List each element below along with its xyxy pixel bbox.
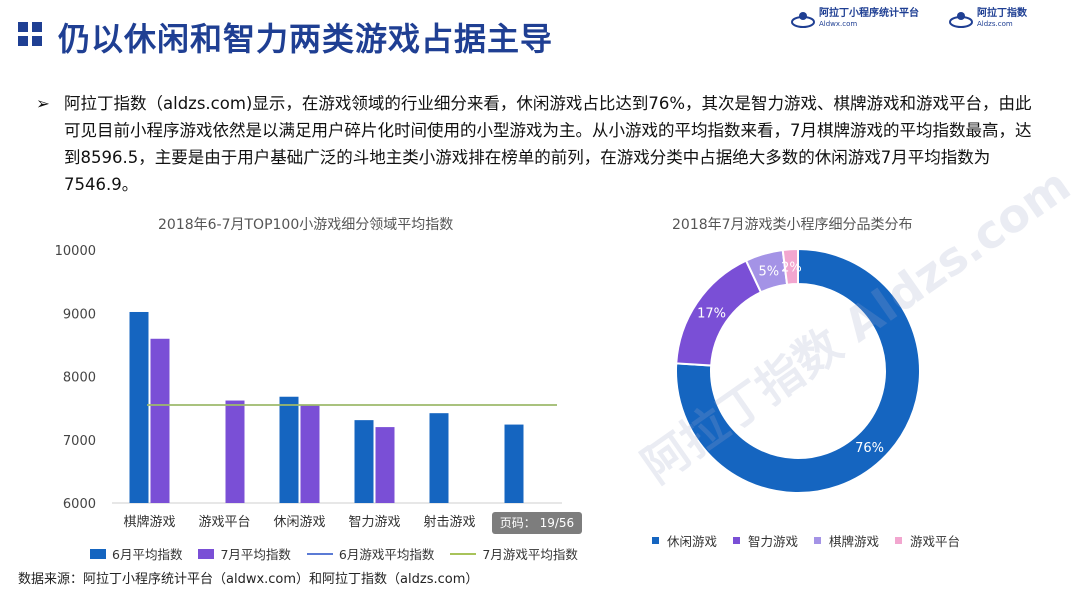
y-tick-label: 6000 xyxy=(63,497,96,512)
donut-slice-label: 2% xyxy=(781,261,802,276)
legend-swatch xyxy=(198,548,215,559)
aldwx-logo-icon xyxy=(791,12,815,28)
brand-url: Aldzs.com xyxy=(977,20,1013,28)
donut-chart-legend: 休闲游戏 智力游戏 棋牌游戏 游戏平台 xyxy=(652,531,976,550)
y-tick-label: 10000 xyxy=(55,244,96,259)
brand-name: 阿拉丁小程序统计平台 xyxy=(819,8,919,19)
donut-slice xyxy=(675,247,921,494)
legend-label: 智力游戏 xyxy=(748,534,799,549)
bar-july xyxy=(375,427,395,503)
bar-chart: 6000 7000 8000 9000 10000 棋牌游戏 游戏平台 休闲游戏 智力游戏 射击游… xyxy=(55,244,562,530)
legend-label: 7月游戏平均指数 xyxy=(482,547,578,562)
donut-slice-label: 76% xyxy=(855,441,884,456)
legend-item: 棋牌游戏 xyxy=(814,531,879,550)
bar-june xyxy=(129,311,149,503)
aldzs-logo-icon xyxy=(949,12,973,28)
donut-slice-label: 17% xyxy=(697,306,726,321)
x-tick-label: 棋牌游戏 xyxy=(123,514,175,530)
legend-label: 6月平均指数 xyxy=(112,547,183,562)
brand-name: 阿拉丁指数 xyxy=(977,8,1027,19)
donut-slice xyxy=(781,247,799,286)
legend-label: 棋牌游戏 xyxy=(829,534,880,549)
legend-swatch xyxy=(895,537,903,544)
bar-chart-legend: 6月平均指数 7月平均指数 6月游戏平均指数 7月游戏平均指数 xyxy=(90,544,594,563)
bar-june xyxy=(279,396,299,503)
bar-june xyxy=(504,424,524,503)
brand-aldwx: 阿拉丁小程序统计平台 Aldwx.com xyxy=(790,8,919,30)
bullet-arrow-icon: ➢ xyxy=(36,94,50,113)
legend-item: 游戏平台 xyxy=(895,531,960,550)
data-source: 数据来源：阿拉丁小程序统计平台（aldwx.com）和阿拉丁指数（aldzs.c… xyxy=(18,572,479,587)
x-tick-label: 射击游戏 xyxy=(423,514,475,530)
intro-section: ➢ 阿拉丁指数（aldzs.com)显示，在游戏领域的行业细分来看，休闲游戏占比… xyxy=(36,90,1046,198)
x-tick-label: 游戏平台 xyxy=(198,515,250,530)
legend-label: 游戏平台 xyxy=(910,534,961,549)
bar-july xyxy=(225,400,245,503)
legend-line xyxy=(306,552,333,555)
y-tick-label: 9000 xyxy=(63,307,96,322)
y-tick-label: 7000 xyxy=(63,434,96,449)
bar-june xyxy=(354,420,374,503)
y-tick-label: 8000 xyxy=(63,371,96,386)
legend-swatch xyxy=(733,537,741,544)
donut-chart: 76% 17% 5% 2% xyxy=(675,247,921,494)
x-tick-label: 智力游戏 xyxy=(348,515,400,530)
legend-swatch xyxy=(90,548,106,559)
donut-chart-title: 2018年7月游戏类小程序细分品类分布 xyxy=(672,217,913,233)
legend-item: 6月游戏平均指数 xyxy=(306,544,435,563)
bar-july xyxy=(150,338,170,503)
legend-label: 6月游戏平均指数 xyxy=(338,547,435,562)
legend-item: 7月游戏平均指数 xyxy=(450,544,578,563)
page-title: 仍以休闲和智力两类游戏占据主导 xyxy=(58,20,554,58)
bar-july xyxy=(300,405,320,503)
donut-slice-label: 5% xyxy=(759,265,780,280)
legend-item: 智力游戏 xyxy=(733,531,798,550)
legend-item: 休闲游戏 xyxy=(652,531,717,550)
intro-paragraph: 阿拉丁指数（aldzs.com)显示，在游戏领域的行业细分来看，休闲游戏占比达到… xyxy=(64,94,1032,194)
legend-swatch xyxy=(814,537,822,544)
legend-swatch xyxy=(652,537,659,544)
legend-item: 7月平均指数 xyxy=(198,544,291,563)
legend-label: 7月平均指数 xyxy=(220,547,291,562)
brand-url: Aldwx.com xyxy=(819,20,858,28)
brand-aldzs: 阿拉丁指数 Aldzs.com xyxy=(948,8,1027,30)
legend-item: 6月平均指数 xyxy=(90,544,182,563)
legend-label: 休闲游戏 xyxy=(667,534,718,549)
bar-june xyxy=(429,413,449,503)
legend-line xyxy=(450,552,477,555)
page-indicator: 页码： 19/56 xyxy=(492,512,582,534)
x-tick-label: 休闲游戏 xyxy=(273,515,325,530)
bar-chart-title: 2018年6-7月TOP100小游戏细分领域平均指数 xyxy=(158,217,454,233)
title-grid-icon xyxy=(18,22,44,48)
